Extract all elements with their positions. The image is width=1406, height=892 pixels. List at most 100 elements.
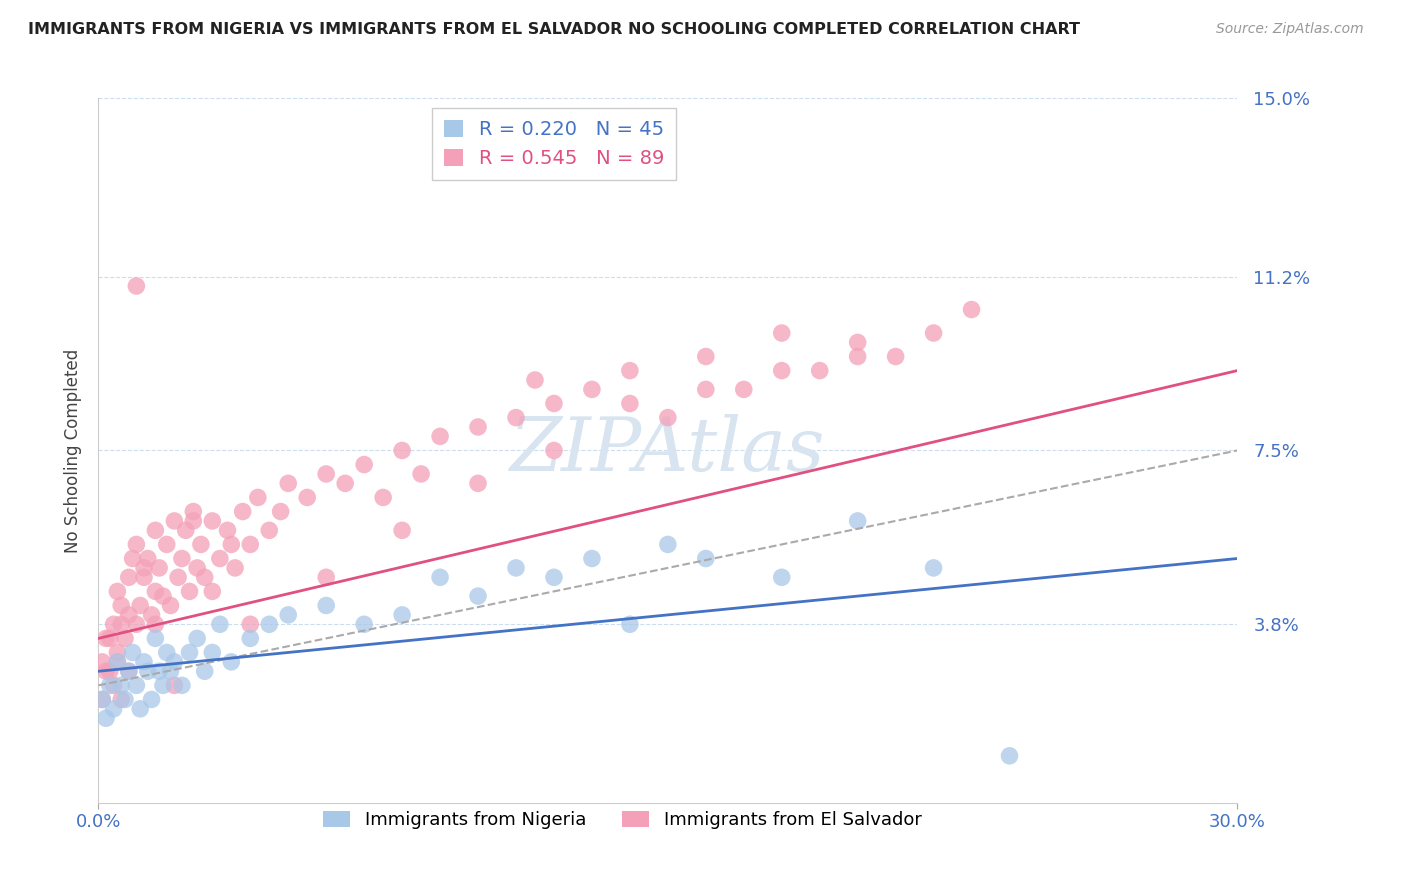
Point	[125, 537, 148, 551]
Point	[239, 617, 262, 632]
Point	[770, 326, 793, 340]
Point	[148, 665, 170, 679]
Point	[136, 551, 159, 566]
Point	[695, 551, 717, 566]
Point	[107, 655, 129, 669]
Point	[619, 396, 641, 410]
Point	[221, 655, 243, 669]
Point	[159, 599, 181, 613]
Point	[125, 279, 148, 293]
Point	[201, 514, 224, 528]
Point	[194, 570, 217, 584]
Point	[91, 692, 114, 706]
Point	[98, 678, 121, 692]
Point	[118, 607, 141, 622]
Point	[619, 617, 641, 632]
Point	[391, 607, 413, 622]
Point	[145, 617, 167, 632]
Point	[391, 443, 413, 458]
Text: ZIPAtlas: ZIPAtlas	[510, 414, 825, 487]
Legend: Immigrants from Nigeria, Immigrants from El Salvador: Immigrants from Nigeria, Immigrants from…	[316, 804, 929, 836]
Point	[103, 678, 125, 692]
Point	[110, 599, 132, 613]
Point	[467, 589, 489, 603]
Point	[132, 561, 155, 575]
Point	[174, 524, 197, 538]
Point	[846, 350, 869, 364]
Point	[186, 632, 208, 646]
Point	[429, 570, 451, 584]
Point	[118, 570, 141, 584]
Point	[371, 491, 394, 505]
Point	[159, 665, 181, 679]
Point	[118, 665, 141, 679]
Point	[91, 655, 114, 669]
Point	[190, 537, 212, 551]
Point	[922, 561, 945, 575]
Point	[114, 632, 136, 646]
Point	[121, 551, 143, 566]
Point	[125, 678, 148, 692]
Point	[239, 632, 262, 646]
Point	[208, 551, 231, 566]
Point	[145, 584, 167, 599]
Point	[353, 458, 375, 472]
Point	[167, 570, 190, 584]
Point	[733, 383, 755, 397]
Point	[183, 504, 205, 518]
Point	[163, 678, 186, 692]
Point	[695, 350, 717, 364]
Point	[152, 589, 174, 603]
Point	[315, 570, 337, 584]
Point	[232, 504, 254, 518]
Point	[110, 678, 132, 692]
Point	[110, 617, 132, 632]
Point	[505, 410, 527, 425]
Point	[259, 617, 281, 632]
Point	[224, 561, 246, 575]
Point	[156, 645, 179, 659]
Point	[94, 711, 117, 725]
Point	[141, 607, 163, 622]
Point	[194, 665, 217, 679]
Point	[922, 326, 945, 340]
Point	[179, 645, 201, 659]
Point	[960, 302, 983, 317]
Point	[152, 678, 174, 692]
Point	[543, 443, 565, 458]
Point	[297, 491, 319, 505]
Point	[221, 537, 243, 551]
Point	[183, 514, 205, 528]
Point	[277, 476, 299, 491]
Point	[353, 617, 375, 632]
Point	[208, 617, 231, 632]
Point	[201, 584, 224, 599]
Point	[118, 665, 141, 679]
Text: Source: ZipAtlas.com: Source: ZipAtlas.com	[1216, 22, 1364, 37]
Point	[808, 363, 831, 377]
Point	[246, 491, 269, 505]
Point	[110, 692, 132, 706]
Point	[543, 570, 565, 584]
Point	[619, 363, 641, 377]
Point	[107, 645, 129, 659]
Point	[277, 607, 299, 622]
Point	[98, 632, 121, 646]
Point	[201, 645, 224, 659]
Point	[136, 665, 159, 679]
Point	[429, 429, 451, 443]
Point	[505, 561, 527, 575]
Point	[103, 702, 125, 716]
Point	[998, 748, 1021, 763]
Text: IMMIGRANTS FROM NIGERIA VS IMMIGRANTS FROM EL SALVADOR NO SCHOOLING COMPLETED CO: IMMIGRANTS FROM NIGERIA VS IMMIGRANTS FR…	[28, 22, 1080, 37]
Point	[467, 476, 489, 491]
Point	[770, 570, 793, 584]
Point	[657, 410, 679, 425]
Point	[411, 467, 433, 481]
Point	[770, 363, 793, 377]
Point	[107, 584, 129, 599]
Point	[141, 692, 163, 706]
Point	[467, 420, 489, 434]
Point	[657, 537, 679, 551]
Point	[114, 692, 136, 706]
